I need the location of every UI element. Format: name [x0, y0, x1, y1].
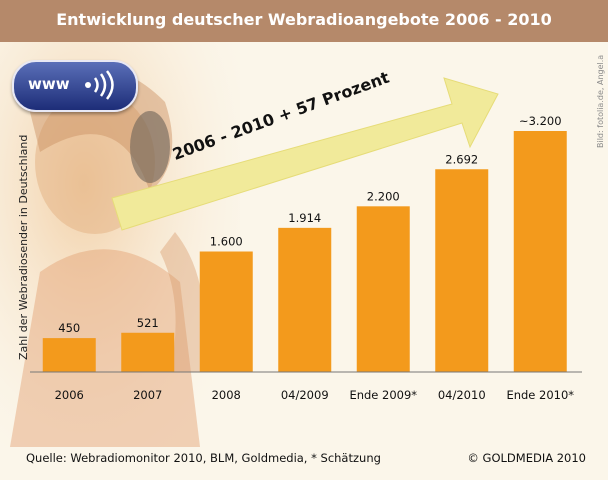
bar-value-label: 2.692: [445, 152, 478, 166]
chart-title: Entwicklung deutscher Webradioangebote 2…: [56, 10, 552, 29]
title-bar: [0, 0, 608, 42]
bar: [199, 251, 253, 372]
bar: [121, 332, 175, 372]
x-tick-label: 2007: [133, 388, 162, 402]
bar: [356, 206, 410, 372]
x-tick-label: 04/2010: [438, 388, 486, 402]
bar-value-label: 2.200: [367, 189, 400, 203]
bar: [435, 169, 489, 372]
copyright-note: © GOLDMEDIA 2010: [467, 451, 586, 465]
bar: [42, 338, 96, 372]
x-tick-label: 2008: [212, 388, 241, 402]
x-tick-label: Ende 2009*: [349, 388, 417, 402]
bar-value-label: 521: [137, 316, 159, 330]
bar: [513, 131, 567, 372]
bar-value-label: 1.600: [210, 235, 243, 249]
photo-credit: Bild: fotolia.de, Angel.a: [596, 54, 605, 148]
bar: [278, 227, 332, 372]
www-badge: www: [12, 60, 138, 112]
www-badge-label: www: [28, 75, 70, 93]
bar-value-label: 450: [58, 321, 80, 335]
x-tick-label: 04/2009: [281, 388, 329, 402]
growth-arrow: [111, 77, 499, 231]
signal-waves-icon: [85, 70, 114, 100]
x-tick-label: Ende 2010*: [506, 388, 574, 402]
bar-value-label: ~3.200: [519, 114, 562, 128]
source-note: Quelle: Webradiomonitor 2010, BLM, Goldm…: [26, 451, 381, 465]
listener-photo: [0, 42, 240, 447]
y-axis-label: Zahl der Webradiosender in Deutschland: [17, 134, 30, 360]
x-tick-label: 2006: [55, 388, 84, 402]
bar-value-label: 1.914: [288, 211, 321, 225]
